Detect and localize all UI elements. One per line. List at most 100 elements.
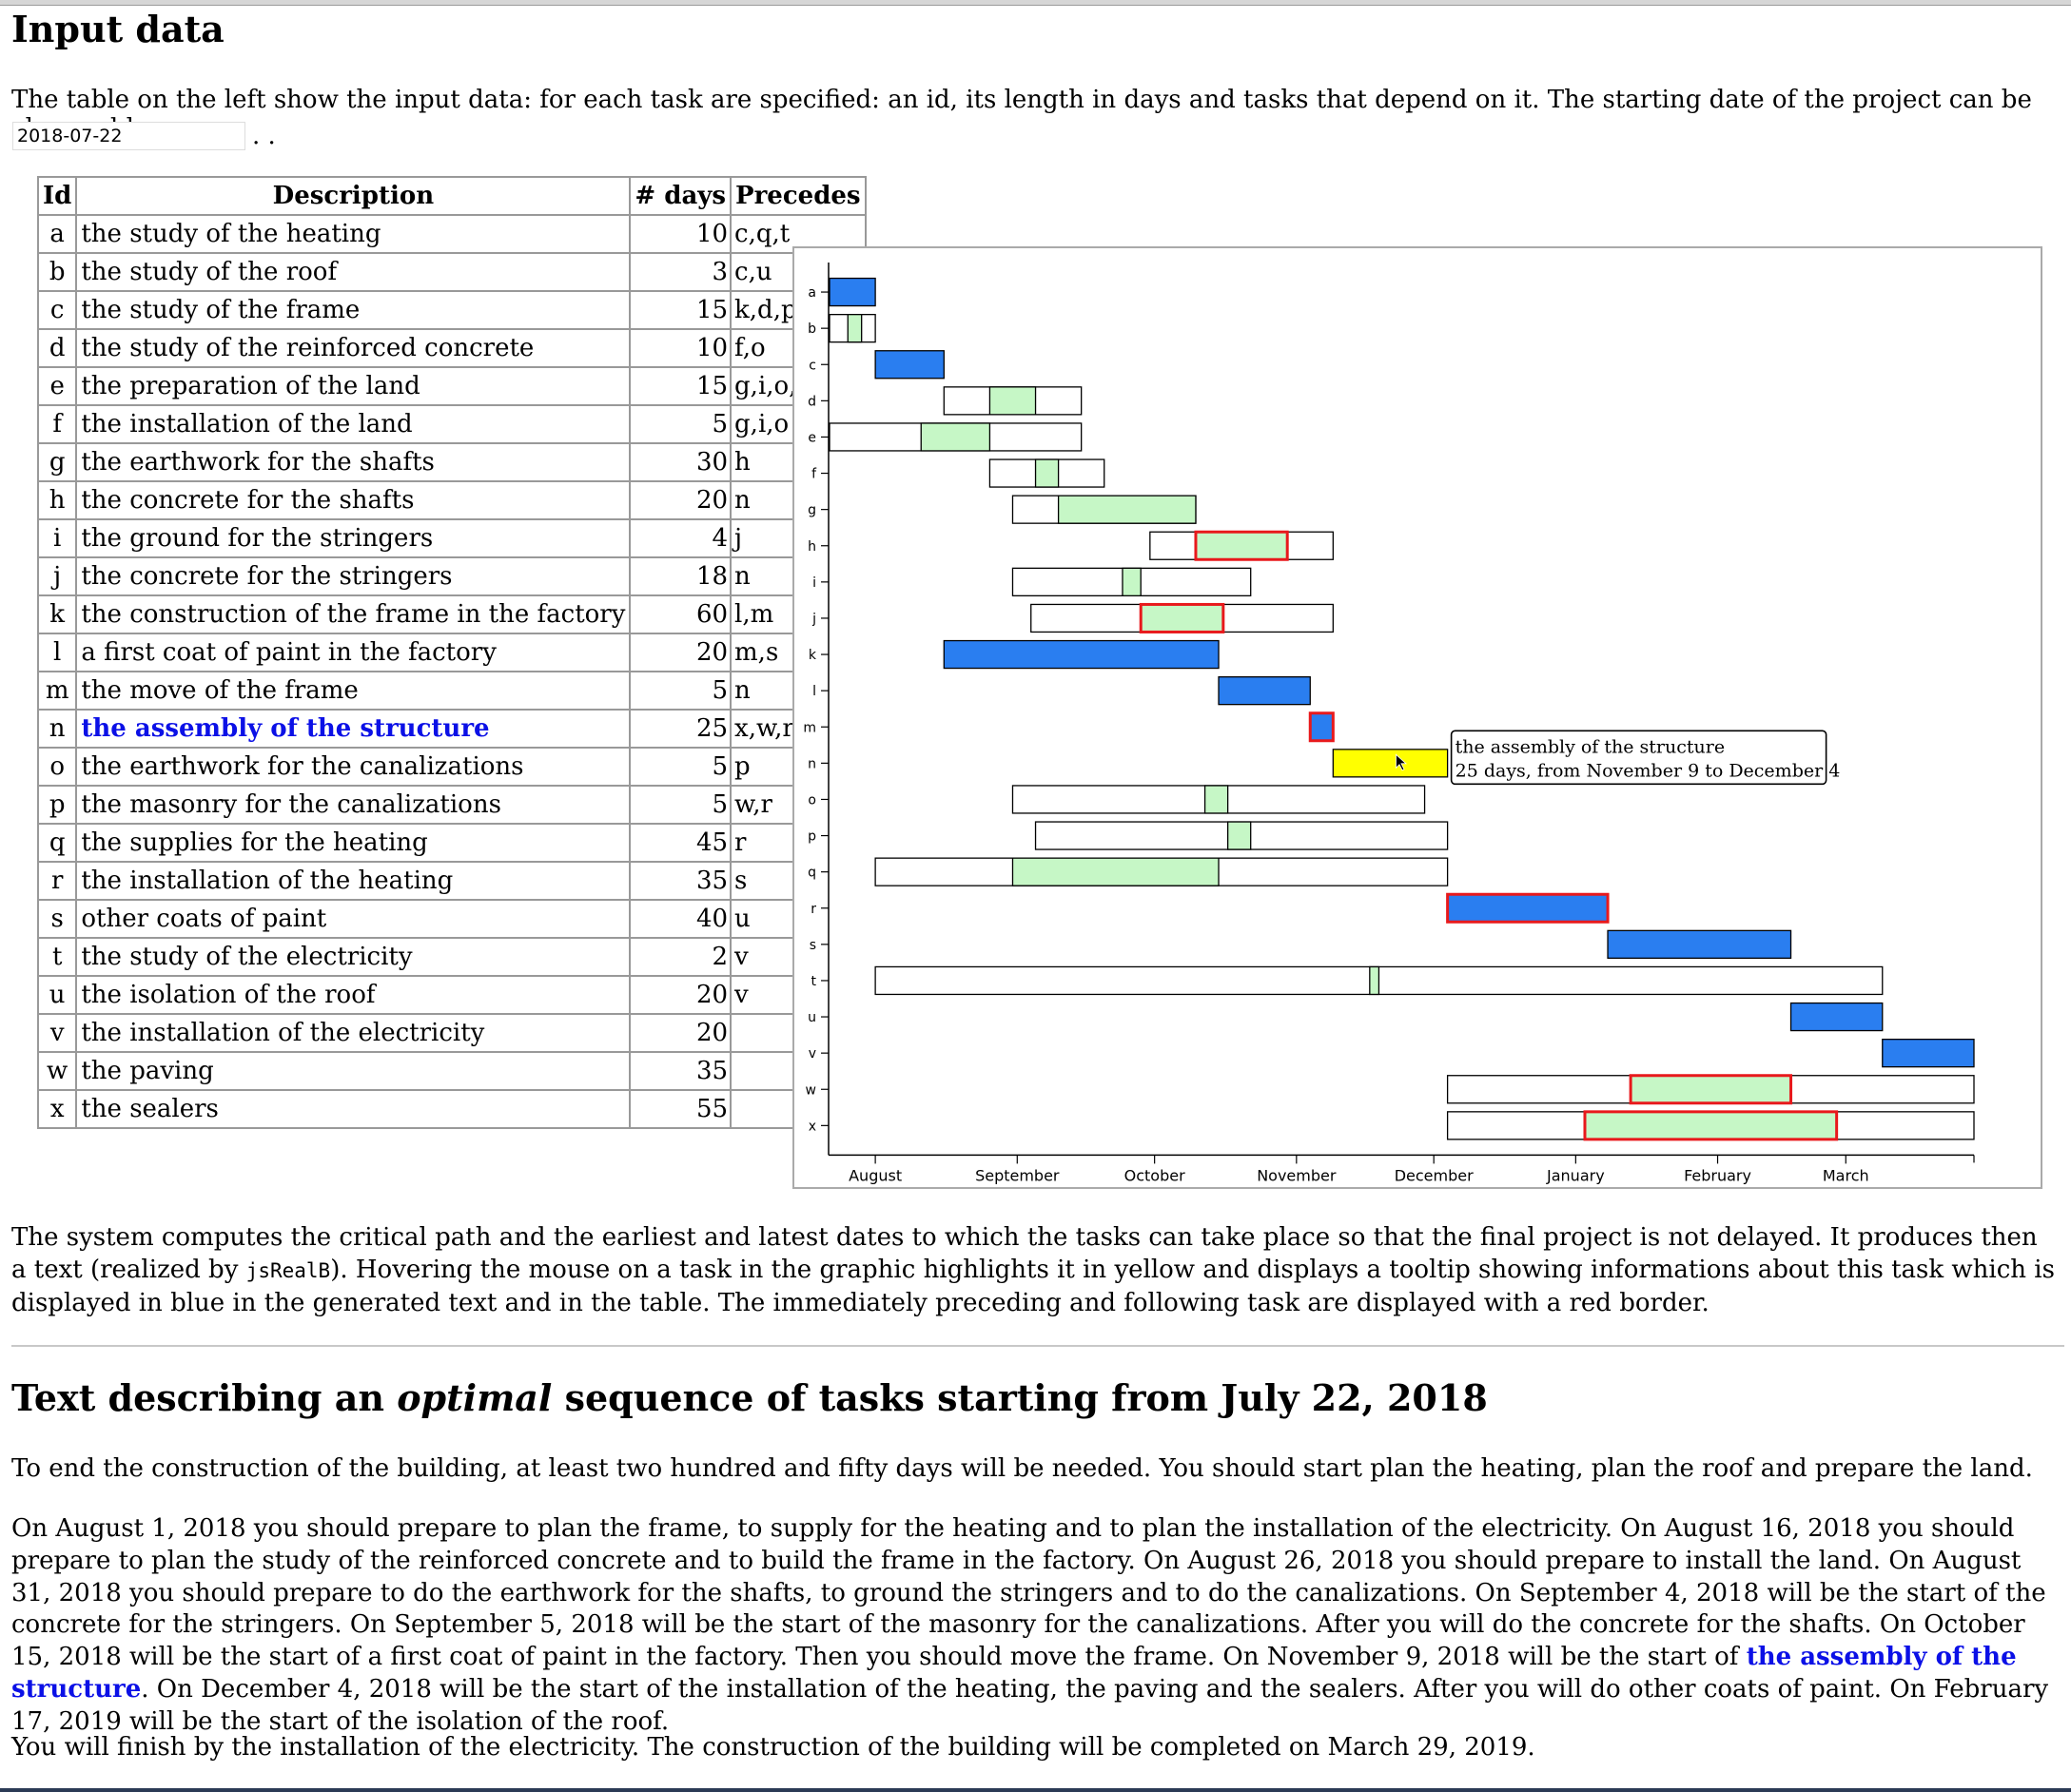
task-table: Id Description # days Precedes a the stud…: [36, 176, 867, 1129]
x-tick-label: August: [849, 1166, 902, 1184]
system-text-part1: The system computes the critical path an…: [11, 1223, 2038, 1284]
table-row: a the study of the heating 10 c,q,t: [36, 214, 867, 254]
table-row: e the preparation of the land 15 g,i,o,f: [36, 366, 867, 406]
task-bar-r: [1446, 892, 1610, 924]
task-bar-h: [1194, 530, 1289, 561]
y-tick-label: i: [812, 575, 816, 591]
input-data-heading: Input data: [11, 8, 225, 50]
cell-description: the construction of the frame in the fac…: [75, 594, 632, 634]
task-bar-s: [1607, 929, 1792, 959]
task-bar-v: [1882, 1039, 1975, 1068]
task-table-body: a the study of the heating 10 c,q,t b the stu…: [36, 214, 867, 1129]
y-tick-label: d: [808, 394, 816, 409]
table-row: o the earthwork for the canalizations 5 p: [36, 747, 867, 787]
mouse-cursor-icon: [1396, 753, 1408, 771]
cell-id: p: [36, 785, 78, 825]
table-row: q the supplies for the heating 45 r: [36, 823, 867, 863]
cell-id: e: [36, 366, 78, 406]
task-bar-g: [1057, 495, 1197, 524]
cell-description: the paving: [75, 1051, 632, 1091]
cell-description: the installation of the land: [75, 404, 632, 444]
cell-days: 35: [629, 861, 733, 901]
table-row: c the study of the frame 15 k,d,p: [36, 290, 867, 330]
cell-days: 10: [629, 328, 733, 368]
table-row: b the study of the roof 3 c,u: [36, 252, 867, 292]
table-row: w the paving 35: [36, 1051, 867, 1091]
header-id: Id: [36, 176, 78, 216]
cell-description: the earthwork for the shafts: [75, 442, 632, 482]
start-date-input[interactable]: [12, 122, 245, 150]
cell-id: j: [36, 556, 78, 596]
heading-emphasis: optimal: [397, 1376, 553, 1419]
table-row: f the installation of the land 5 g,i,o: [36, 404, 867, 444]
cell-days: 20: [629, 1013, 733, 1053]
generated-text-main: On August 1, 2018 you should prepare to …: [11, 1513, 2057, 1739]
table-row: g the earthwork for the shafts 30 h: [36, 442, 867, 482]
table-row: d the study of the reinforced concrete 10 f…: [36, 328, 867, 368]
cell-description: the installation of the electricity: [75, 1013, 632, 1053]
y-tick-label: j: [811, 612, 816, 627]
cell-days: 30: [629, 442, 733, 482]
generated-text-conclusion: You will finish by the installation of t…: [11, 1733, 1535, 1762]
task-bar-j: [1139, 602, 1225, 633]
task-bar-u: [1789, 1002, 1884, 1032]
x-tick-label: February: [1684, 1166, 1751, 1184]
input-intro-text: The table on the left show the input dat…: [11, 86, 2032, 143]
task-bar-c: [874, 350, 945, 380]
cell-id: a: [36, 214, 78, 254]
task-bar-p: [1226, 821, 1252, 850]
header-description: Description: [75, 176, 632, 216]
cell-id: b: [36, 252, 78, 292]
generated-text-heading: Text describing an optimal sequence of t…: [11, 1376, 1488, 1419]
cell-id: g: [36, 442, 78, 482]
table-row: n the assembly of the structure 25 x,w,r: [36, 709, 867, 749]
cell-id: n: [36, 709, 78, 749]
table-row: m the move of the frame 5 n: [36, 671, 867, 711]
cell-id: o: [36, 747, 78, 787]
cell-description: the study of the frame: [75, 290, 632, 330]
cell-id: d: [36, 328, 78, 368]
task-bar-f: [1034, 458, 1060, 488]
cell-days: 3: [629, 252, 733, 292]
task-bar-n: [1332, 749, 1449, 778]
cell-days: 20: [629, 975, 733, 1015]
x-tick-label: November: [1257, 1166, 1337, 1184]
y-tick-label: n: [808, 756, 816, 771]
section-divider: [11, 1345, 2064, 1347]
tooltip-box: [1450, 730, 1827, 786]
cell-id: t: [36, 937, 78, 977]
y-tick-label: f: [811, 467, 817, 482]
task-bar-e: [920, 422, 991, 452]
x-tick-label: September: [975, 1166, 1060, 1184]
table-row: u the isolation of the roof 20 v: [36, 975, 867, 1015]
cell-id: u: [36, 975, 78, 1015]
cell-days: 60: [629, 594, 733, 634]
y-tick-label: p: [808, 829, 816, 845]
cell-id: h: [36, 480, 78, 520]
cell-description: the study of the reinforced concrete: [75, 328, 632, 368]
table-row: j the concrete for the stringers 18 n: [36, 556, 867, 596]
cell-id: q: [36, 823, 78, 863]
system-text-part2: ). Hovering the mouse on a task in the g…: [11, 1256, 2055, 1317]
system-description-paragraph: The system computes the critical path an…: [11, 1221, 2057, 1319]
y-tick-label: b: [808, 321, 816, 337]
cell-id: k: [36, 594, 78, 634]
task-bar-m: [1308, 711, 1335, 743]
gantt-chart-svg: a b c d e f g h i j k l m n o p q r s t u v w x August September O…: [803, 263, 1975, 1184]
cell-id: r: [36, 861, 78, 901]
y-tick-label: m: [803, 720, 816, 735]
cell-description: a first coat of paint in the factory: [75, 633, 632, 672]
cell-days: 5: [629, 747, 733, 787]
jsrealb-code: jsRealB: [245, 1259, 331, 1282]
task-bar-q: [1011, 857, 1220, 886]
cell-description: the earthwork for the canalizations: [75, 747, 632, 787]
cell-days: 20: [629, 633, 733, 672]
table-row: p the masonry for the canalizations 5 w,r: [36, 785, 867, 825]
cell-id: s: [36, 899, 78, 939]
cell-id: w: [36, 1051, 78, 1091]
task-bar-o: [1203, 785, 1229, 814]
header-precedes: Precedes: [730, 176, 867, 216]
cell-description: the assembly of the structure: [75, 709, 632, 749]
task-bar-l: [1218, 675, 1311, 706]
